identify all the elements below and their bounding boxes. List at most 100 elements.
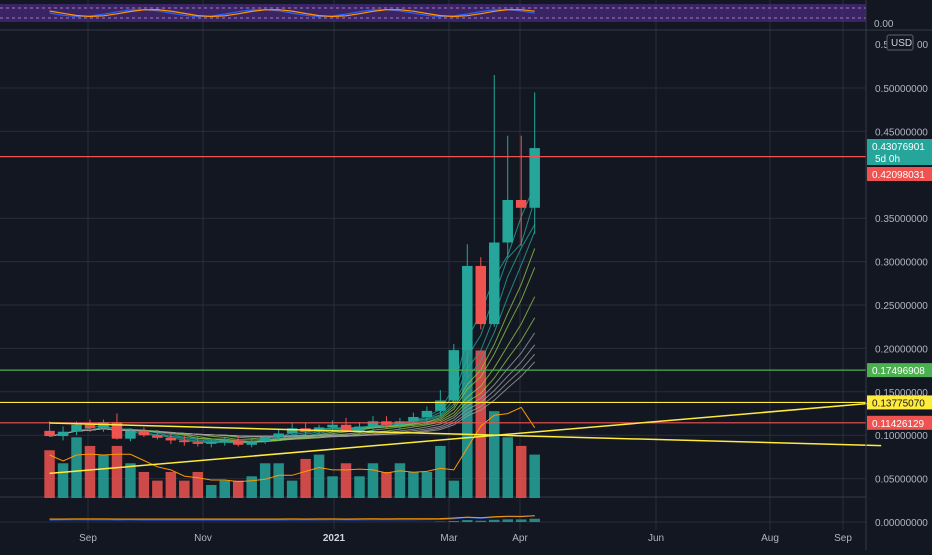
candle-body-8 [152,435,163,438]
volume-bar-7 [139,472,150,498]
x-tick-label-0: Sep [79,533,97,544]
volume-bar-1 [58,463,69,498]
candle-body-31 [462,266,473,350]
volume-bar-10 [179,481,190,498]
volume-bar-18 [287,481,298,498]
momentum-bar-33 [489,520,500,522]
volume-bar-17 [273,463,284,498]
candle-body-35 [516,200,527,208]
currency-badge: USD [887,35,913,50]
candle-body-23 [354,427,365,431]
candle-body-24 [368,421,379,426]
candle-body-6 [125,431,136,439]
candle-body-9 [166,438,177,441]
volume-bar-21 [327,476,338,498]
candle-body-10 [179,440,190,442]
volume-bar-30 [449,481,460,498]
momentum-bar-36 [529,519,540,522]
candle-body-3 [85,425,96,428]
x-tick-label-2: 2021 [323,533,346,544]
candle-body-1 [58,432,69,436]
candle-body-12 [206,442,217,444]
volume-bar-33 [489,411,500,498]
candle-body-13 [220,440,231,442]
candle-body-7 [139,431,150,435]
price-tag-value-4: 0.11426129 [872,419,925,430]
volume-bar-32 [476,350,487,498]
x-tick-label-7: Sep [834,533,852,544]
y-tick-label-1: 0.45000000 [875,127,928,138]
x-tick-label-5: Jun [648,533,664,544]
volume-bar-8 [152,481,163,498]
price-tag-value-2: 0.17496908 [872,366,925,377]
volume-bar-5 [112,446,123,498]
price-tag-value-3: 0.13775070 [872,398,925,409]
candle-body-22 [341,425,352,431]
volume-bar-29 [435,446,446,498]
price-tag-1: 0.42098031 [867,167,932,181]
price-tag-2: 0.17496908 [867,363,932,377]
candle-body-17 [273,433,284,436]
volume-bar-9 [166,472,177,498]
candle-body-11 [193,442,204,444]
x-tick-label-4: Apr [512,533,528,544]
y-tick-label-cut-tail: 00 [917,40,929,51]
volume-bar-4 [98,455,109,498]
price-tag-value-1: 0.42098031 [872,170,925,181]
y-tick-label-5: 0.20000000 [875,344,928,355]
candle-body-34 [502,200,512,243]
price-tag-value-0: 0.43076901 [872,142,925,153]
price-tag-4: 0.11426129 [867,416,932,430]
volume-bar-2 [71,437,82,498]
oscillator-axis-label: 0.00 [874,19,894,30]
volume-bar-15 [246,476,257,498]
y-tick-label-4: 0.25000000 [875,301,928,312]
volume-bar-14 [233,481,244,498]
momentum-bar-35 [516,519,527,522]
volume-bar-35 [516,446,527,498]
x-tick-label-3: Mar [440,533,458,544]
candle-body-15 [246,441,257,444]
y-tick-label-8: 0.05000000 [875,475,928,486]
volume-bar-22 [341,463,352,498]
momentum-bar-30 [449,521,460,522]
candle-body-27 [408,417,419,421]
x-tick-label-1: Nov [194,533,212,544]
price-tag-3: 0.13775070 [867,395,932,409]
candle-body-2 [71,425,82,432]
volume-bar-16 [260,463,271,498]
volume-bar-6 [125,463,136,498]
volume-bar-11 [193,472,204,498]
y-tick-label-3: 0.30000000 [875,258,928,269]
price-tag-countdown-0: 5d 0h [875,154,900,165]
candle-body-33 [489,243,500,325]
candle-body-21 [327,425,338,428]
candle-body-28 [422,411,433,417]
volume-bar-0 [44,450,55,498]
y-tick-label-2: 0.35000000 [875,214,928,225]
volume-bar-20 [314,455,325,498]
volume-bar-25 [381,472,392,498]
volume-bar-24 [368,463,379,498]
momentum-bar-31 [462,520,473,522]
x-tick-label-6: Aug [761,533,779,544]
candle-body-14 [233,440,244,444]
currency-badge-label: USD [891,38,912,49]
candle-body-30 [449,350,460,400]
y-tick-label-0: 0.50000000 [875,84,928,95]
volume-bar-34 [502,437,512,498]
volume-bar-13 [220,481,231,498]
volume-bar-26 [395,463,406,498]
momentum-bar-32 [476,521,487,522]
volume-bar-12 [206,485,217,498]
volume-bar-19 [300,459,311,498]
volume-bar-27 [408,472,419,498]
oscillator-band [0,4,866,22]
volume-bar-28 [422,472,433,498]
candle-body-32 [476,266,487,324]
y-tick-label-9: 0.00000000 [875,518,928,529]
candle-body-0 [44,431,55,436]
